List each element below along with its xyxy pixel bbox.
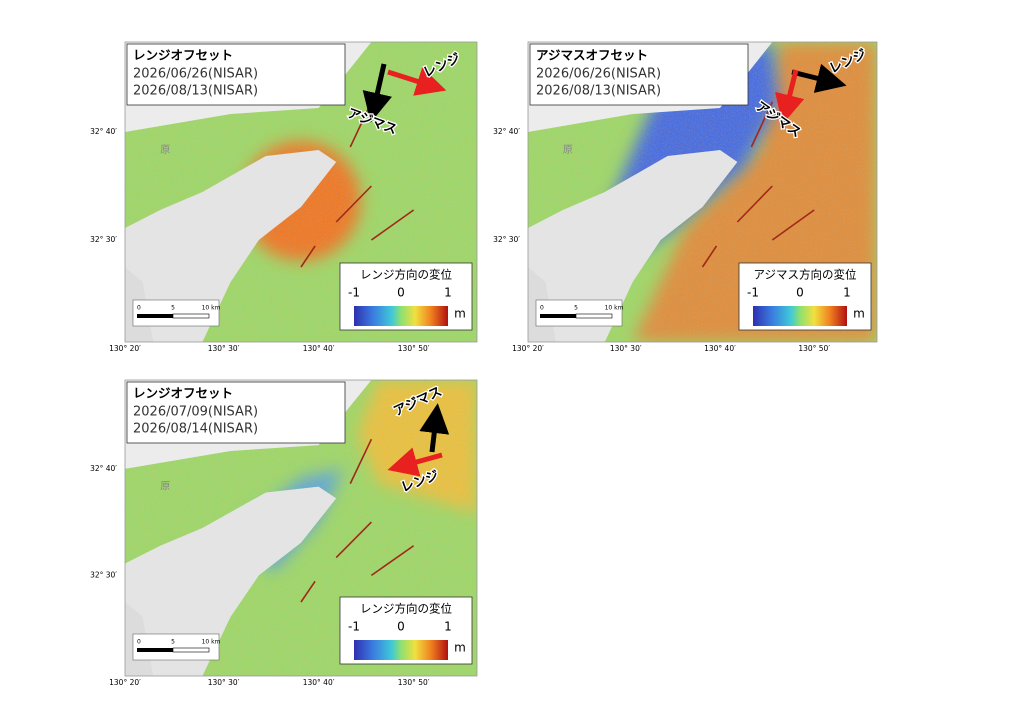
colorbar-tick-label: 0 bbox=[796, 286, 804, 300]
map-frame bbox=[527, 41, 878, 343]
lon-label: 130° 40′ bbox=[704, 344, 736, 353]
colorbar-tick-label: -1 bbox=[747, 286, 759, 300]
lon-label: 130° 40′ bbox=[303, 678, 335, 687]
lon-label: 130° 40′ bbox=[303, 344, 335, 353]
lat-label: 32° 40′ bbox=[493, 127, 520, 136]
lat-label: 32° 40′ bbox=[90, 464, 117, 473]
scale-label: 5 bbox=[171, 305, 175, 312]
lon-label: 130° 50′ bbox=[398, 344, 430, 353]
map-panel: 原 32° 40′ 32° 30′ 130° 20′ 130° 30′ 130° 40′ 1… bbox=[90, 41, 478, 353]
colorbar bbox=[354, 640, 448, 660]
fault-line bbox=[736, 185, 773, 223]
map-panel: 原 32° 40′ 32° 30′ 130° 20′ 130° 30′ 130° 40′ 1… bbox=[493, 41, 878, 353]
lat-label: 32° 40′ bbox=[90, 127, 117, 136]
lat-label: 32° 30′ bbox=[90, 570, 117, 579]
fault-line bbox=[370, 545, 415, 577]
lon-label: 130° 20′ bbox=[109, 678, 141, 687]
lon-label: 130° 30′ bbox=[208, 678, 240, 687]
fault-line bbox=[370, 209, 415, 241]
date: 2026/08/13(NISAR) bbox=[133, 84, 258, 99]
colorbar-tick-label: -1 bbox=[348, 286, 360, 300]
lat-label: 32° 30′ bbox=[493, 235, 520, 244]
scale-box bbox=[132, 633, 220, 661]
fault-line bbox=[349, 438, 373, 484]
place-label: 原 bbox=[160, 144, 170, 156]
legend-title: アジマス方向の変位 bbox=[753, 268, 856, 282]
fault-line bbox=[771, 209, 815, 241]
date: 2026/08/13(NISAR) bbox=[536, 84, 661, 99]
place-label: 原 bbox=[160, 481, 170, 493]
scale-label: 10 km bbox=[202, 639, 221, 646]
date: 2026/06/26(NISAR) bbox=[133, 67, 258, 82]
scale-box bbox=[132, 299, 220, 327]
info-box bbox=[126, 43, 346, 106]
fault-line bbox=[335, 185, 372, 223]
lon-label: 130° 20′ bbox=[109, 344, 141, 353]
map-frame bbox=[124, 379, 478, 677]
date: 2026/08/14(NISAR) bbox=[133, 422, 258, 437]
sea bbox=[125, 150, 337, 342]
colorbar-tick-label: 1 bbox=[444, 620, 452, 634]
direction-arrow bbox=[791, 63, 847, 93]
lon-label: 130° 50′ bbox=[398, 678, 430, 687]
lat-label: 32° 30′ bbox=[90, 235, 117, 244]
sea bbox=[125, 486, 337, 676]
panel-title: レンジオフセット bbox=[133, 48, 233, 63]
scale-label: 0 bbox=[137, 305, 141, 312]
place-label: 原 bbox=[563, 144, 573, 156]
fault-line bbox=[335, 521, 372, 559]
scale-label: 10 km bbox=[605, 305, 624, 312]
scale-bar-white bbox=[172, 313, 210, 319]
colorbar bbox=[753, 306, 847, 326]
panel-title: レンジオフセット bbox=[133, 386, 233, 401]
lon-label: 130° 50′ bbox=[798, 344, 830, 353]
scale-label: 5 bbox=[171, 639, 175, 646]
map-panel: 原 32° 40′ 32° 30′ 130° 20′ 130° 30′ 130° 40′ 1… bbox=[90, 379, 478, 687]
colorbar-tick-label: -1 bbox=[348, 620, 360, 634]
direction-arrow bbox=[775, 69, 805, 125]
colorbar-unit: m bbox=[853, 307, 865, 321]
date: 2026/07/09(NISAR) bbox=[133, 405, 258, 420]
panel-title: アジマスオフセット bbox=[536, 48, 648, 63]
legend-title: レンジ方向の変位 bbox=[360, 268, 452, 282]
colorbar-unit: m bbox=[454, 307, 466, 321]
scale-bar-black bbox=[540, 314, 576, 318]
colorbar bbox=[354, 306, 448, 326]
info-box bbox=[529, 43, 749, 106]
legend-title: レンジ方向の変位 bbox=[360, 602, 452, 616]
fault-line bbox=[300, 245, 316, 268]
fault-line bbox=[300, 580, 316, 603]
scale-label: 0 bbox=[137, 639, 141, 646]
fault-line bbox=[750, 101, 774, 148]
direction-arrow bbox=[362, 63, 392, 123]
colorbar-tick-label: 0 bbox=[397, 620, 405, 634]
lon-label: 130° 20′ bbox=[512, 344, 544, 353]
fault-line bbox=[424, 380, 426, 381]
scale-box bbox=[535, 299, 623, 327]
scale-bar-white bbox=[172, 647, 210, 653]
scale-bar-white bbox=[575, 313, 613, 319]
scale-label: 5 bbox=[574, 305, 578, 312]
colorbar-tick-label: 0 bbox=[397, 286, 405, 300]
fault-line bbox=[424, 42, 426, 43]
scale-label: 0 bbox=[540, 305, 544, 312]
sea bbox=[528, 150, 738, 342]
direction-arrow bbox=[419, 403, 450, 453]
colorbar-tick-label: 1 bbox=[444, 286, 452, 300]
scale-label: 10 km bbox=[202, 305, 221, 312]
lon-label: 130° 30′ bbox=[208, 344, 240, 353]
scale-bar-black bbox=[137, 648, 173, 652]
direction-arrow bbox=[387, 67, 447, 96]
colorbar-unit: m bbox=[454, 641, 466, 655]
info-box bbox=[126, 381, 346, 444]
direction-arrow bbox=[387, 447, 443, 477]
scale-bar-black bbox=[137, 314, 173, 318]
fault-line bbox=[824, 42, 826, 43]
fault-line bbox=[701, 245, 718, 268]
date: 2026/06/26(NISAR) bbox=[536, 67, 661, 82]
map-frame bbox=[124, 41, 478, 343]
lon-label: 130° 30′ bbox=[610, 344, 642, 353]
colorbar-tick-label: 1 bbox=[843, 286, 851, 300]
